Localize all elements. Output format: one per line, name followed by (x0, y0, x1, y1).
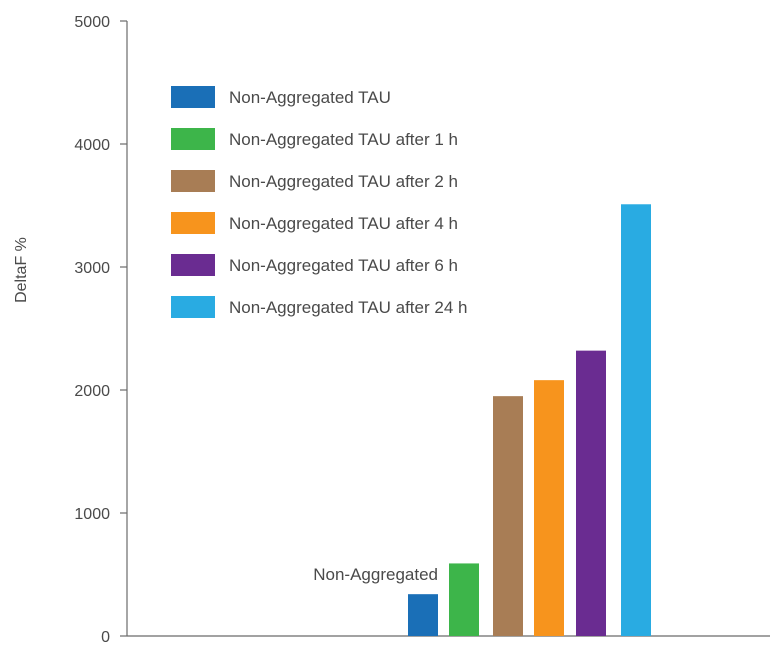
legend-swatch-6 (171, 296, 215, 318)
legend-swatch-2 (171, 128, 215, 150)
bar-6 (621, 204, 651, 636)
legend-label-5: Non-Aggregated TAU after 6 h (229, 256, 458, 275)
legend-swatch-4 (171, 212, 215, 234)
bar-5 (576, 351, 606, 636)
y-axis: 0 1000 2000 3000 4000 5000 (74, 14, 127, 645)
y-tick-label-5: 5000 (74, 14, 110, 31)
legend-label-2: Non-Aggregated TAU after 1 h (229, 130, 458, 149)
legend-label-4: Non-Aggregated TAU after 4 h (229, 214, 458, 233)
legend-swatch-1 (171, 86, 215, 108)
y-tick-label-1: 1000 (74, 506, 110, 523)
y-tick-label-0: 0 (101, 629, 110, 645)
legend-swatch-5 (171, 254, 215, 276)
annotation-non-aggregated: Non-Aggregated (313, 565, 438, 584)
bar-3 (493, 396, 523, 636)
legend-label-3: Non-Aggregated TAU after 2 h (229, 172, 458, 191)
y-tick-label-2: 2000 (74, 383, 110, 400)
legend-swatch-3 (171, 170, 215, 192)
bar-2 (449, 563, 479, 636)
y-tick-label-4: 4000 (74, 137, 110, 154)
legend-label-6: Non-Aggregated TAU after 24 h (229, 298, 467, 317)
y-tick-label-3: 3000 (74, 260, 110, 277)
legend: Non-Aggregated TAU Non-Aggregated TAU aft… (171, 86, 467, 318)
bar-1 (408, 594, 438, 636)
y-axis-label: DeltaF % (13, 237, 30, 303)
legend-label-1: Non-Aggregated TAU (229, 88, 391, 107)
bar-4 (534, 380, 564, 636)
